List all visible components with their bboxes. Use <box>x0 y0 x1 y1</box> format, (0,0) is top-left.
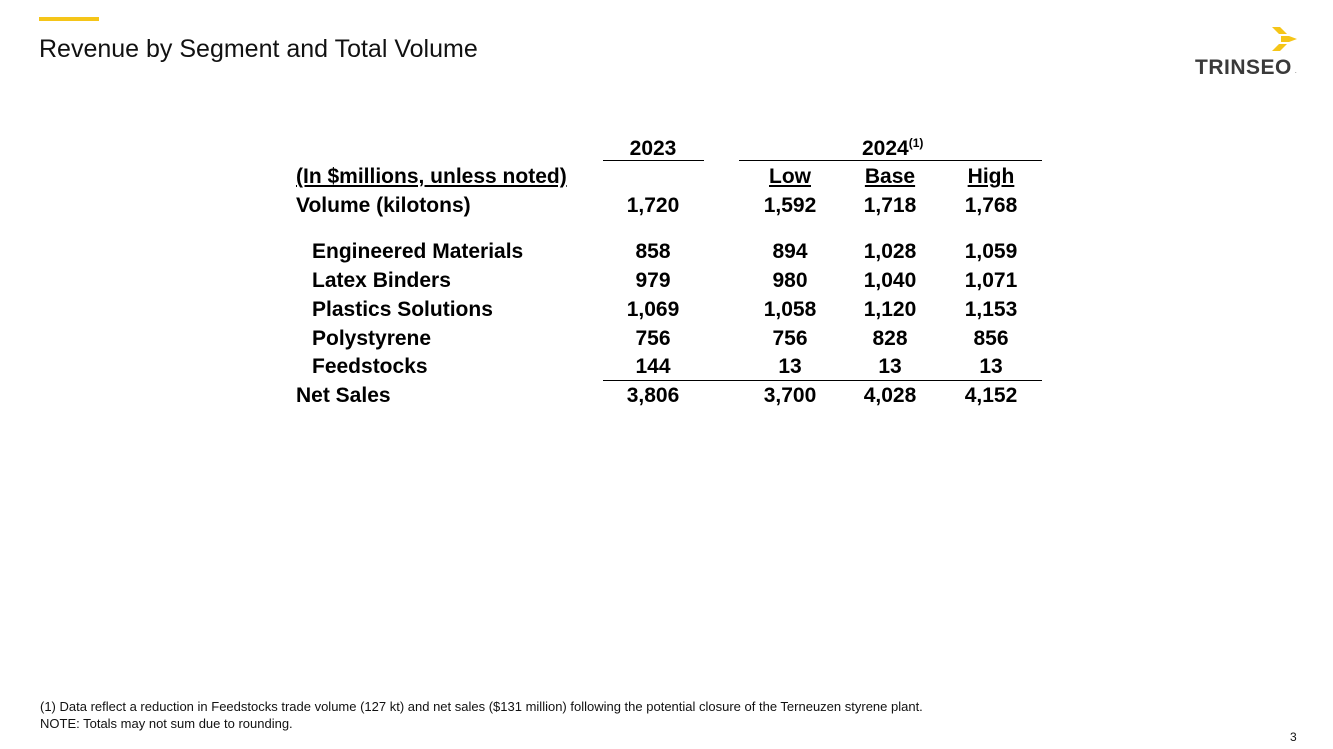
cell-latex-binders-high: 1,071 <box>964 269 1018 292</box>
cell-plastics-solutions-low: 1,058 <box>763 298 817 321</box>
cell-feedstocks-low: 13 <box>778 355 802 378</box>
trinseo-chevron-logo-icon <box>1272 27 1297 51</box>
footnote-line-1: (1) Data reflect a reduction in Feedstoc… <box>40 699 923 714</box>
subheader-base: Base <box>864 165 916 188</box>
cell-engineered-materials-2023: 858 <box>635 240 671 263</box>
col-header-2024-text: 2024 <box>862 137 909 160</box>
row-label-latex-binders: Latex Binders <box>312 269 451 292</box>
cell-plastics-solutions-base: 1,120 <box>863 298 917 321</box>
trinseo-logo: TRINSEO . <box>1190 26 1305 82</box>
cell-polystyrene-low: 756 <box>772 327 808 350</box>
cell-plastics-solutions-2023: 1,069 <box>626 298 680 321</box>
page-number: 3 <box>1290 730 1297 744</box>
col-header-2024-footnote-marker: (1) <box>908 136 924 150</box>
page-title: Revenue by Segment and Total Volume <box>39 35 478 63</box>
row-label-polystyrene: Polystyrene <box>312 327 432 350</box>
cell-volume-2023: 1,720 <box>626 194 680 217</box>
cell-net-sales-low: 3,700 <box>763 384 817 407</box>
cell-latex-binders-2023: 979 <box>635 269 671 292</box>
row-label-volume: Volume (kilotons) <box>296 194 471 217</box>
cell-volume-low: 1,592 <box>763 194 817 217</box>
logo-trademark: . <box>1295 69 1297 75</box>
cell-feedstocks-2023: 144 <box>635 355 671 378</box>
cell-latex-binders-base: 1,040 <box>863 269 917 292</box>
logo-wordmark: TRINSEO <box>1195 56 1292 79</box>
cell-polystyrene-high: 856 <box>973 327 1009 350</box>
row-label-plastics-solutions: Plastics Solutions <box>312 298 493 321</box>
cell-engineered-materials-base: 1,028 <box>863 240 917 263</box>
units-label: (In $millions, unless noted) <box>296 165 567 188</box>
col-header-2024: 2024(1) <box>862 137 923 161</box>
col-header-2023: 2023 <box>629 137 677 160</box>
subheader-low: Low <box>769 165 811 188</box>
cell-volume-base: 1,718 <box>863 194 917 217</box>
total-rule <box>603 380 1042 381</box>
row-label-feedstocks: Feedstocks <box>312 355 428 378</box>
cell-feedstocks-high: 13 <box>979 355 1003 378</box>
footnote-line-2: NOTE: Totals may not sum due to rounding… <box>40 716 293 731</box>
footnote: (1) Data reflect a reduction in Feedstoc… <box>40 698 923 732</box>
cell-feedstocks-base: 13 <box>878 355 902 378</box>
cell-engineered-materials-high: 1,059 <box>964 240 1018 263</box>
header-rule-2023 <box>603 160 704 161</box>
cell-engineered-materials-low: 894 <box>772 240 808 263</box>
cell-net-sales-base: 4,028 <box>863 384 917 407</box>
header-rule-2024 <box>739 160 1042 161</box>
cell-volume-high: 1,768 <box>964 194 1018 217</box>
cell-polystyrene-2023: 756 <box>635 327 671 350</box>
row-label-net-sales: Net Sales <box>296 384 391 407</box>
cell-polystyrene-base: 828 <box>872 327 908 350</box>
cell-plastics-solutions-high: 1,153 <box>964 298 1018 321</box>
cell-net-sales-high: 4,152 <box>964 384 1018 407</box>
title-accent-bar <box>39 17 99 21</box>
cell-net-sales-2023: 3,806 <box>626 384 680 407</box>
subheader-high: High <box>967 165 1015 188</box>
cell-latex-binders-low: 980 <box>772 269 808 292</box>
row-label-engineered-materials: Engineered Materials <box>312 240 524 263</box>
